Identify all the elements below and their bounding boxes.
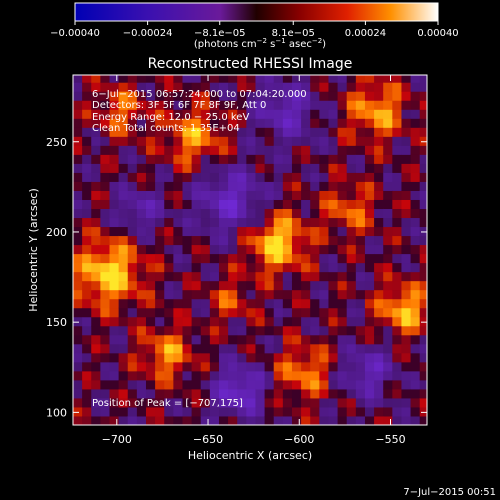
- y-tick-label: 200: [46, 226, 67, 239]
- annotation-detectors: Detectors: 3F 5F 6F 7F 8F 9F, Att 0: [92, 100, 266, 111]
- x-axis-label: Heliocentric X (arcsec): [188, 449, 312, 462]
- x-tick-label: −600: [284, 433, 314, 446]
- y-axis: 100 150 200 250: [46, 136, 427, 419]
- heatmap-image: [73, 75, 427, 425]
- colorbar-tick-label: −0.00024: [123, 28, 173, 39]
- y-tick-label: 100: [46, 406, 67, 419]
- annotation-time-range: 6−Jul−2015 06:57:24.000 to 07:04:20.000: [92, 89, 307, 100]
- plot-frame: [72, 74, 428, 426]
- colorbar-tick-label: −8.1e−05: [194, 28, 246, 39]
- peak-position-label: Position of Peak = [−707,175]: [92, 398, 243, 409]
- colorbar-ticks: −0.00040 −0.00024 −8.1e−05 8.1e−05 0.00024 0.…: [50, 21, 459, 39]
- colorbar-tick-label: 0.00040: [417, 28, 458, 39]
- y-tick-label: 150: [46, 316, 67, 329]
- x-tick-label: −550: [375, 433, 405, 446]
- colorbar-units: (photons cm−2 s−1 asec−2): [194, 37, 326, 50]
- colorbar-tick-label: −0.00040: [50, 28, 100, 39]
- y-tick-label: 250: [46, 136, 67, 149]
- timestamp: 7−Jul−2015 00:51: [403, 487, 496, 498]
- x-tick-label: −650: [193, 433, 223, 446]
- y-axis-label: Heliocentric Y (arcsec): [27, 188, 40, 312]
- colorbar-gradient: [74, 2, 439, 22]
- chart-title: Reconstructed RHESSI Image: [148, 56, 353, 72]
- annotation-clean-counts: Clean Total counts: 1.35E+04: [92, 123, 240, 134]
- info-annotations: 6−Jul−2015 06:57:24.000 to 07:04:20.000 …: [92, 89, 307, 134]
- x-tick-label: −700: [102, 433, 132, 446]
- x-axis: −700 −650 −600 −550: [102, 75, 406, 446]
- annotation-energy-range: Energy Range: 12.0 − 25.0 keV: [92, 112, 249, 123]
- colorbar-tick-label: 0.00024: [345, 28, 386, 39]
- colorbar: −0.00040 −0.00024 −8.1e−05 8.1e−05 0.00024 0.…: [50, 2, 459, 50]
- colorbar-tick-label: 8.1e−05: [272, 28, 315, 39]
